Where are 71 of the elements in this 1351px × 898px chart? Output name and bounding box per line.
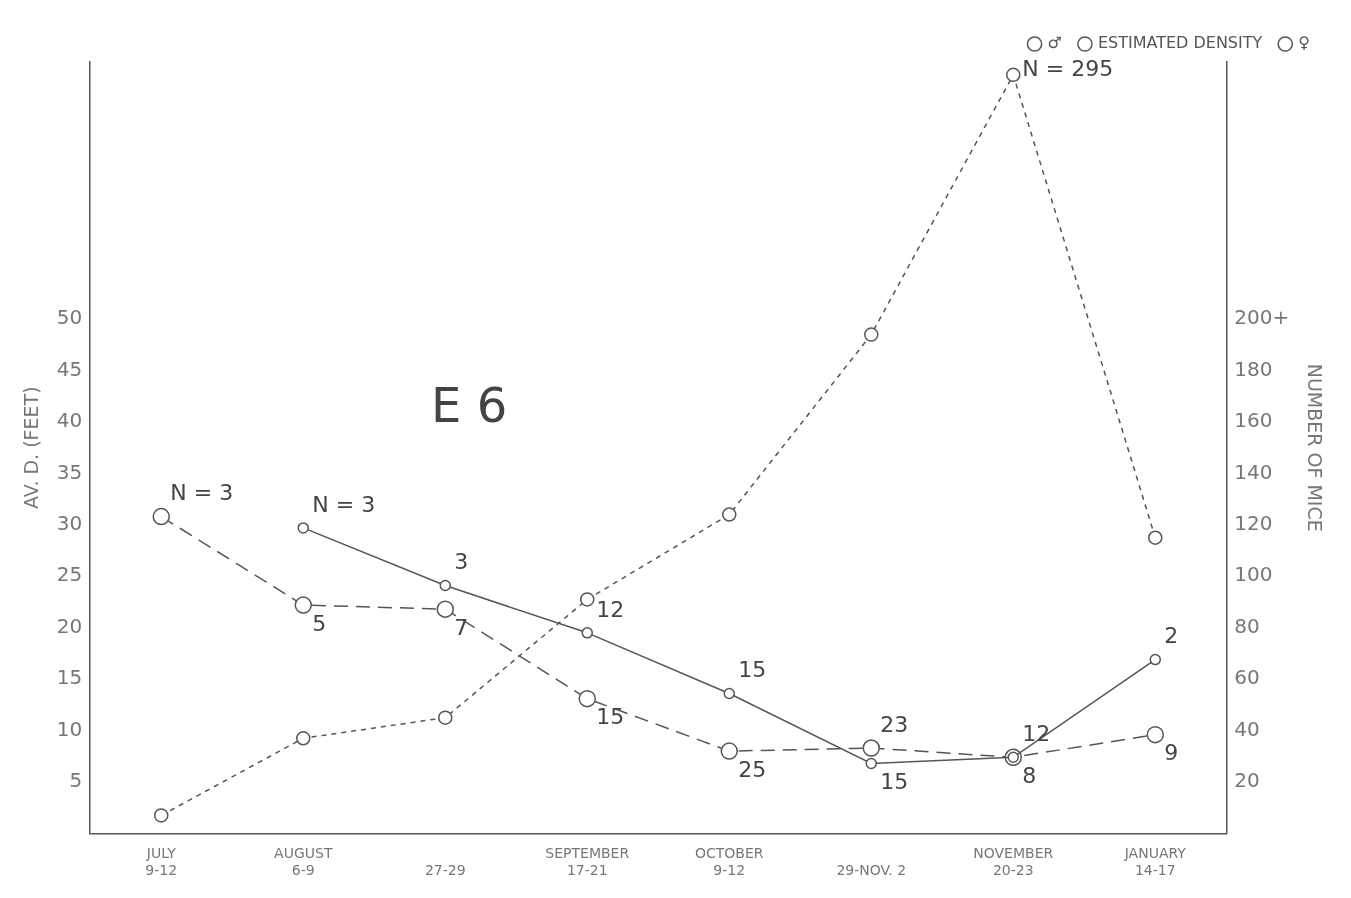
point <box>1148 530 1163 545</box>
legend-label: ♂ <box>1047 33 1062 53</box>
y-tick-label: 5 <box>69 768 83 793</box>
y-tick-label: 45 <box>56 356 83 381</box>
point <box>722 507 737 522</box>
x-tick-label: OCTOBER 9-12 <box>694 845 764 879</box>
point <box>297 522 309 534</box>
point <box>154 808 169 823</box>
point <box>294 596 312 614</box>
y2-tick-label: 100 <box>1234 562 1273 587</box>
annotation: 12 <box>1022 721 1051 747</box>
annotation: N = 3 <box>312 491 376 517</box>
point <box>1149 653 1162 666</box>
y-axis-title: AV. D. (FEET) <box>20 386 43 509</box>
legend-label: ♀ <box>1298 33 1310 53</box>
point <box>578 689 597 708</box>
x-tick-label: SEPTEMBER 17-21 <box>545 845 630 879</box>
point <box>1146 725 1165 744</box>
annotation: 15 <box>738 657 767 683</box>
annotation: 8 <box>1022 763 1037 789</box>
y2-tick-label: 160 <box>1234 408 1273 433</box>
annotation: 3 <box>454 549 469 575</box>
point <box>581 627 594 639</box>
y-tick-label: 40 <box>56 408 83 433</box>
annotation: N = 295 <box>1022 55 1114 81</box>
annotation: 7 <box>454 614 469 640</box>
point <box>580 592 595 607</box>
y-tick-label: 15 <box>56 665 83 690</box>
x-tick-label: AUGUST 6-9 <box>274 845 333 879</box>
y2-tick-label: 120 <box>1234 511 1273 536</box>
y2-tick-label: 200+ <box>1234 305 1290 330</box>
annotation: N = 3 <box>170 480 234 506</box>
x-tick-label: JANUARY 14-17 <box>1123 845 1187 879</box>
x-tick-label: 29-NOV. 2 <box>836 862 907 879</box>
point <box>1006 67 1021 83</box>
y-tick-label: 25 <box>56 562 83 587</box>
y2-tick-label: 140 <box>1234 459 1273 484</box>
point <box>720 742 739 760</box>
point <box>152 507 170 526</box>
x-tick-label: 27-29 <box>424 862 466 879</box>
y2-tick-label: 80 <box>1234 613 1260 638</box>
x-tick-label: JULY 9-12 <box>145 845 178 879</box>
y2-tick-label: 20 <box>1234 768 1260 793</box>
text: E 6 <box>431 376 508 433</box>
annotation: 25 <box>738 756 767 782</box>
y-tick-label: 50 <box>56 305 83 330</box>
point <box>439 579 452 592</box>
annotation: 2 <box>1164 623 1179 649</box>
y2-axis-title: NUMBER OF MICE <box>1303 363 1326 532</box>
annotation: 5 <box>312 610 327 636</box>
y-tick-label: 35 <box>56 459 83 484</box>
annotation: 15 <box>596 704 625 730</box>
annotation: 12 <box>596 596 625 622</box>
x-tick-label: NOVEMBER 20-23 <box>973 845 1054 879</box>
y-tick-label: 20 <box>56 613 83 638</box>
annotation: 15 <box>880 769 909 795</box>
point <box>436 600 455 618</box>
y2-tick-label: 60 <box>1234 665 1260 690</box>
y-tick-label: 30 <box>56 511 83 536</box>
y-tick-label: 10 <box>56 716 83 741</box>
point <box>865 757 878 770</box>
point <box>864 327 879 342</box>
point <box>862 739 881 757</box>
legend-label: ESTIMATED DENSITY <box>1097 33 1263 53</box>
y2-tick-label: 180 <box>1234 356 1273 381</box>
annotation: 9 <box>1164 740 1179 766</box>
annotation: 23 <box>880 711 909 737</box>
point <box>296 731 311 746</box>
point <box>438 710 453 725</box>
y2-tick-label: 40 <box>1234 716 1260 741</box>
point <box>723 687 736 700</box>
